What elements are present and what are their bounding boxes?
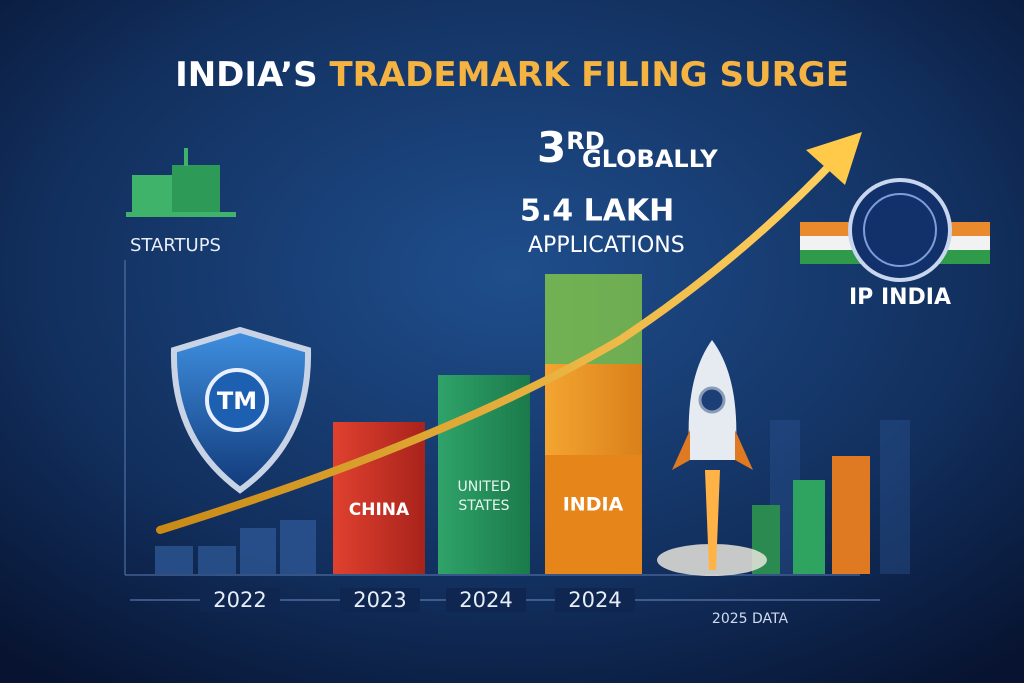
volume-text: APPLICATIONS: [528, 233, 685, 258]
tm-label: TM: [217, 387, 257, 415]
x-label: 2023: [353, 588, 406, 612]
bar-label: UNITED: [457, 479, 510, 495]
india-bar: [545, 274, 642, 574]
startups-icon: [126, 148, 236, 217]
bar-label: CHINA: [349, 500, 410, 520]
bar-label: STATES: [458, 498, 509, 514]
x-label: 2024: [568, 588, 621, 612]
small-bars-right: [752, 456, 870, 574]
rank: 3RD: [537, 123, 605, 172]
x-label: 2022: [213, 588, 266, 612]
volume: 5.4 LAKH: [520, 194, 674, 229]
label-bg: [340, 588, 420, 612]
us-bar: [438, 375, 530, 574]
axis-note: 2025 DATA: [712, 611, 789, 627]
label-bg: [555, 588, 635, 612]
ip-india-label: IP INDIA: [849, 285, 951, 310]
label-bg: [200, 588, 280, 612]
title: INDIA’S TRADEMARK FILING SURGE: [175, 55, 849, 95]
growth-arrow: [156, 156, 839, 534]
label-bg: [446, 588, 526, 612]
x-label: 2024: [459, 588, 512, 612]
rocket: [657, 340, 767, 576]
china-bar: [333, 422, 425, 574]
shield: [170, 326, 312, 494]
rank-text: GLOBALLY: [582, 145, 718, 173]
startups-label: STARTUPS: [130, 235, 221, 256]
background-bars: [155, 420, 910, 574]
ip-india-emblem: [800, 178, 990, 282]
bar-label: INDIA: [563, 494, 624, 516]
arrow-head: [806, 132, 862, 185]
